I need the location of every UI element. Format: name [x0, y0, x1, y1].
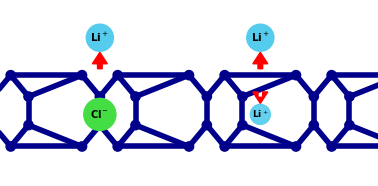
Circle shape [184, 70, 194, 80]
Circle shape [6, 142, 15, 151]
Circle shape [202, 92, 211, 101]
Circle shape [84, 98, 116, 130]
Text: Li$^+$: Li$^+$ [252, 109, 269, 120]
Circle shape [77, 70, 87, 80]
Text: Cl$^-$: Cl$^-$ [90, 108, 109, 120]
Circle shape [220, 70, 229, 80]
Circle shape [345, 92, 354, 101]
Circle shape [250, 104, 270, 124]
FancyArrow shape [253, 52, 268, 69]
Text: Li$^+$: Li$^+$ [90, 31, 109, 44]
Circle shape [202, 121, 211, 130]
Circle shape [131, 121, 140, 130]
Circle shape [345, 121, 354, 130]
Circle shape [77, 142, 87, 151]
Circle shape [95, 92, 104, 101]
Text: Li$^+$: Li$^+$ [251, 31, 270, 44]
Circle shape [113, 70, 122, 80]
Circle shape [113, 142, 122, 151]
Circle shape [184, 142, 194, 151]
Circle shape [327, 70, 336, 80]
Circle shape [238, 92, 247, 101]
Circle shape [327, 142, 336, 151]
FancyArrow shape [253, 92, 268, 103]
Circle shape [309, 92, 318, 101]
Circle shape [238, 121, 247, 130]
Circle shape [95, 121, 104, 130]
Circle shape [131, 92, 140, 101]
Circle shape [6, 70, 15, 80]
Circle shape [291, 70, 301, 80]
Circle shape [220, 142, 229, 151]
Circle shape [247, 24, 274, 51]
Circle shape [309, 121, 318, 130]
Circle shape [24, 92, 33, 101]
Circle shape [291, 142, 301, 151]
FancyArrow shape [92, 52, 107, 69]
Circle shape [86, 24, 113, 51]
Circle shape [24, 121, 33, 130]
